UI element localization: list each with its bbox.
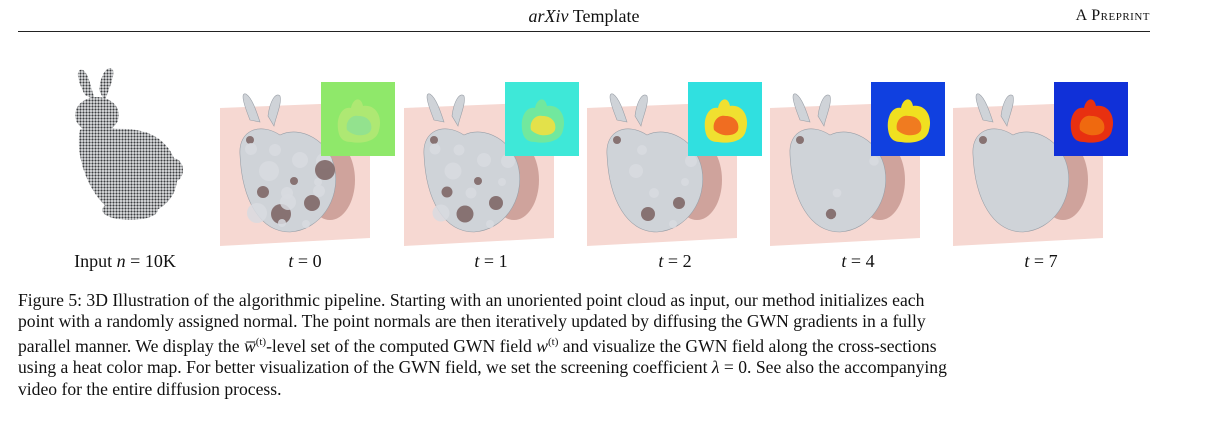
panel-t2 [587,60,765,260]
caption-line-5: video for the entire diffusion process. [18,378,282,399]
heatmap-inset-t4 [871,82,945,156]
caption-line-2: point with a randomly assigned normal. T… [18,311,926,332]
panel-input [55,60,195,260]
heatmap-inset-t2 [688,82,762,156]
heatmap-inset-t0 [321,82,395,156]
running-title-rest: Template [572,6,640,26]
label-t2: t = 2 [658,251,692,271]
label-input: Input n = 10K [74,251,176,271]
page-header: arXiv Template A Preprint [18,4,1150,30]
preprint-label: A Preprint [1075,7,1150,24]
label-t7: t = 7 [1024,251,1058,271]
point-cloud-bunny [75,68,183,220]
panel-t4 [770,60,948,260]
panel-t7 [953,60,1131,260]
panel-t1 [404,60,582,260]
label-t4: t = 4 [841,251,875,271]
mesh-bunny-t4 [770,93,920,246]
heatmap-inset-t7 [1054,82,1128,156]
running-title-italic: arXiv [528,6,569,26]
running-title: arXiv Template [18,6,1150,27]
figure-caption: Figure 5: 3D Illustration of the algorit… [18,290,1153,400]
caption-line-3: parallel manner. We display the w̅(t)-le… [18,336,937,357]
heatmap-inset-t1 [505,82,579,156]
panel-t0 [220,60,398,260]
label-t0: t = 0 [288,251,322,271]
figure-5: Input n = 10K t = 0 t = 1 t = 2 t = 4 t … [0,60,1209,285]
label-t1: t = 1 [474,251,508,271]
header-rule [18,31,1150,32]
caption-line-4: using a heat color map. For better visua… [18,357,947,378]
caption-line-1: Figure 5: 3D Illustration of the algorit… [18,290,925,310]
